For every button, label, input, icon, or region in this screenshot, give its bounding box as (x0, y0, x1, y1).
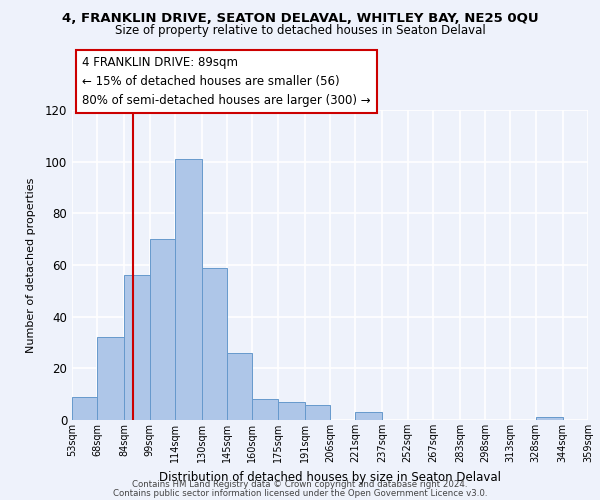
Text: Contains public sector information licensed under the Open Government Licence v3: Contains public sector information licen… (113, 488, 487, 498)
Bar (355, 412, 382, 420)
Bar (305, 404, 330, 420)
Text: 4 FRANKLIN DRIVE: 89sqm
← 15% of detached houses are smaller (56)
80% of semi-de: 4 FRANKLIN DRIVE: 89sqm ← 15% of detache… (82, 56, 371, 107)
Bar (149, 239, 175, 420)
Y-axis label: Number of detached properties: Number of detached properties (26, 178, 37, 352)
Bar (124, 276, 149, 420)
X-axis label: Distribution of detached houses by size in Seaton Delaval: Distribution of detached houses by size … (159, 470, 501, 484)
Bar (97, 338, 124, 420)
Text: Size of property relative to detached houses in Seaton Delaval: Size of property relative to detached ho… (115, 24, 485, 37)
Bar (227, 353, 253, 420)
Bar (72, 397, 97, 420)
Bar (278, 402, 305, 420)
Bar (175, 159, 202, 420)
Bar (253, 400, 278, 420)
Bar (202, 268, 227, 420)
Text: Contains HM Land Registry data © Crown copyright and database right 2024.: Contains HM Land Registry data © Crown c… (132, 480, 468, 489)
Bar (536, 418, 563, 420)
Text: 4, FRANKLIN DRIVE, SEATON DELAVAL, WHITLEY BAY, NE25 0QU: 4, FRANKLIN DRIVE, SEATON DELAVAL, WHITL… (62, 12, 538, 26)
